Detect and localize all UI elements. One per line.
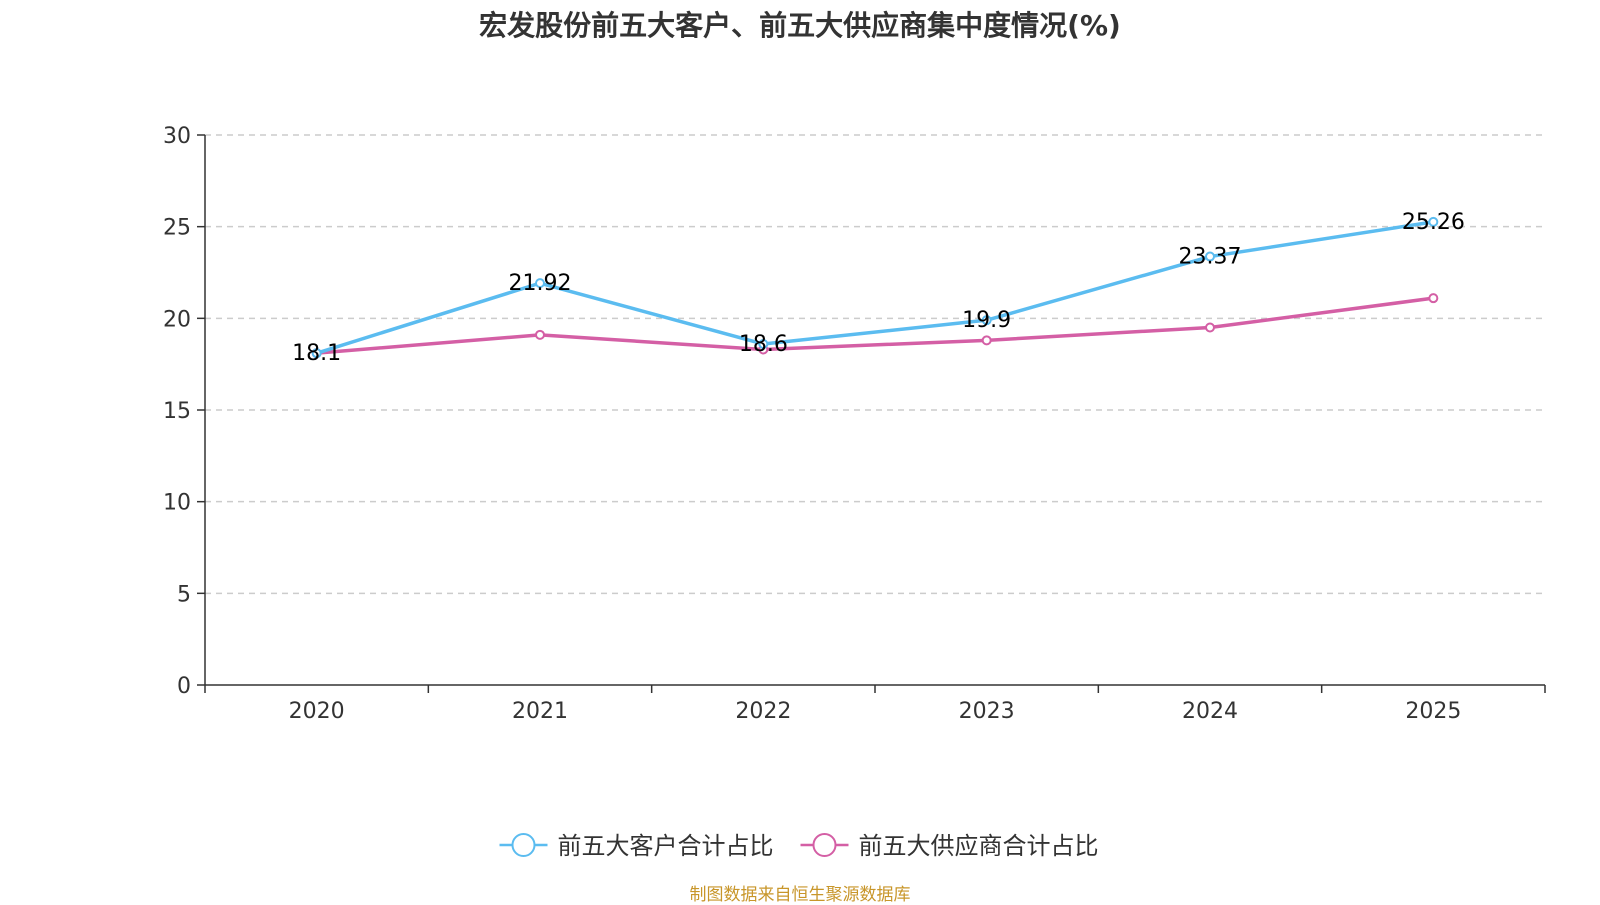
legend-marker-0: [511, 833, 536, 857]
legend-label-0: 前五大客户合计占比: [558, 832, 774, 860]
x-tick-label-2021: 2021: [512, 699, 568, 724]
y-tick-label-25: 25: [163, 216, 191, 241]
series-layer: [311, 216, 1439, 359]
legend-label-1: 前五大供应商合计占比: [859, 832, 1099, 860]
y-tick-label-0: 0: [177, 674, 191, 699]
y-tick-label-20: 20: [163, 307, 191, 332]
data-label-0-2023: 19.9: [962, 308, 1011, 333]
point-1-2025: [1428, 293, 1439, 304]
data-labels: 18.1 21.92 18.6 19.9 23.37 25.26: [292, 210, 1465, 366]
series-line-0: [316, 220, 1434, 355]
legend-item-1[interactable]: 前五大供应商合计占比: [800, 832, 1099, 860]
point-1-2021: [535, 329, 545, 340]
x-tick-label-2025: 2025: [1405, 699, 1461, 724]
point-0-2022: [758, 339, 769, 349]
legend-marker-1: [812, 833, 837, 857]
data-label-0-2024: 23.37: [1179, 245, 1242, 270]
point-0-2024: [1205, 251, 1215, 262]
legend-item-0[interactable]: 前五大客户合计占比: [499, 832, 774, 860]
data-label-0-2025: 25.26: [1402, 210, 1465, 235]
point-0-2021: [535, 278, 545, 289]
point-0-2020: [311, 348, 322, 359]
y-tick-label-10: 10: [163, 491, 191, 516]
data-label-0-2020: 18.1: [292, 341, 341, 366]
y-tick-label-15: 15: [163, 399, 191, 424]
chart-title: 宏发股份前五大客户、前五大供应商集中度情况(%): [479, 9, 1121, 42]
x-tick-label-2023: 2023: [959, 699, 1015, 724]
legend[interactable]: 前五大客户合计占比 前五大供应商合计占比: [499, 832, 1099, 860]
x-tick-label-2024: 2024: [1182, 699, 1238, 724]
y-tick-label-30: 30: [163, 124, 191, 149]
series-line-1: [316, 296, 1434, 355]
grid-lines: [205, 134, 1545, 595]
y-tick-label-5: 5: [177, 582, 191, 607]
point-0-2023: [981, 315, 992, 326]
point-0-2025: [1428, 216, 1439, 227]
point-1-2024: [1205, 322, 1215, 333]
data-label-0-2021: 21.92: [509, 271, 572, 296]
x-tick-label-2022: 2022: [735, 699, 791, 724]
point-1-2023: [981, 335, 992, 346]
source-note: 制图数据来自恒生聚源数据库: [689, 885, 911, 905]
x-tick-label-2020: 2020: [289, 699, 345, 724]
data-label-0-2022: 18.6: [739, 332, 788, 357]
